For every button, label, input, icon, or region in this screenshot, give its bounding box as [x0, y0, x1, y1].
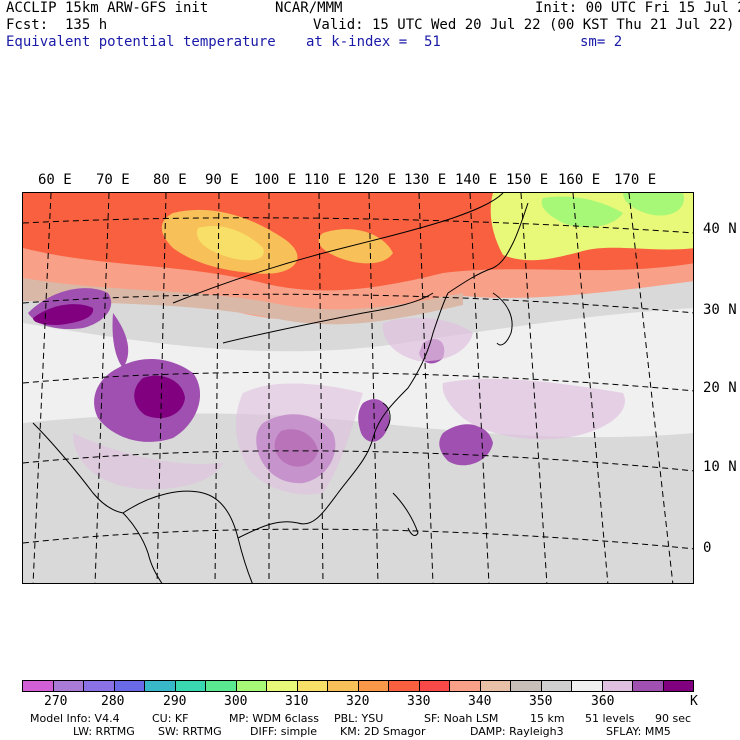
footer-diff: DIFF: simple	[250, 725, 318, 738]
colorbar-tick: 340	[468, 694, 492, 709]
lon-label: 70 E	[96, 172, 130, 188]
map-panel	[22, 192, 694, 584]
footer-lw: LW: RRTMG	[73, 725, 135, 738]
lat-label: 30 N	[703, 302, 737, 318]
lon-label: 60 E	[38, 172, 72, 188]
colorbar-swatch	[511, 681, 542, 691]
colorbar-swatch	[419, 681, 450, 691]
footer-pbl: PBL: YSU	[334, 712, 384, 725]
colorbar-swatch	[389, 681, 420, 691]
colorbar-tick: 310	[285, 694, 309, 709]
colorbar-unit: K	[690, 694, 698, 709]
colorbar-swatch	[541, 681, 572, 691]
lon-label: 120 E	[354, 172, 397, 188]
lon-label: 80 E	[153, 172, 187, 188]
colorbar-tick: 300	[224, 694, 248, 709]
colorbar-swatch	[602, 681, 633, 691]
colorbar-tick: 290	[163, 694, 187, 709]
colorbar-swatch	[53, 681, 84, 691]
colorbar-swatch	[572, 681, 603, 691]
colorbar-swatch	[633, 681, 664, 691]
footer-sf: SF: Noah LSM	[424, 712, 499, 725]
header-org: NCAR/MMM	[275, 0, 343, 16]
colorbar-swatch	[145, 681, 176, 691]
colorbar-swatch	[328, 681, 359, 691]
colorbar-swatch	[358, 681, 389, 691]
lat-label: 40 N	[703, 221, 737, 237]
lon-label: 160 E	[558, 172, 601, 188]
colorbar-tick: 360	[591, 694, 615, 709]
header-level: at k-index = 51	[306, 34, 441, 50]
footer-sw: SW: RRTMG	[158, 725, 222, 738]
header-field-name: Equivalent potential temperature	[6, 34, 276, 50]
lat-label: 10 N	[703, 459, 737, 475]
header-init-time: Init: 00 UTC Fri 15 Jul 22	[535, 0, 740, 16]
header-model-title: ACCLIP 15km ARW-GFS init	[6, 0, 209, 16]
colorbar-tick: 320	[346, 694, 370, 709]
colorbar-swatch	[267, 681, 298, 691]
colorbar-swatch	[206, 681, 237, 691]
lon-label: 100 E	[254, 172, 297, 188]
colorbar-swatch	[297, 681, 328, 691]
footer-sflay: SFLAY: MM5	[606, 725, 671, 738]
colorbar-tick: 280	[101, 694, 125, 709]
footer-model-info: Model Info: V4.4	[30, 712, 120, 725]
lon-label: 140 E	[455, 172, 498, 188]
colorbar-swatch	[84, 681, 115, 691]
lon-label: 150 E	[506, 172, 549, 188]
footer-km: KM: 2D Smagor	[340, 725, 426, 738]
colorbar-swatch	[175, 681, 206, 691]
header-valid-time: Valid: 15 UTC Wed 20 Jul 22 (00 KST Thu …	[313, 17, 735, 33]
footer-timestep: 90 sec	[655, 712, 692, 725]
footer-mp: MP: WDM 6class	[229, 712, 319, 725]
header-smoothing: sm= 2	[580, 34, 623, 50]
colorbar-swatch	[450, 681, 481, 691]
colorbar	[22, 680, 694, 692]
lon-label: 130 E	[404, 172, 447, 188]
colorbar-tick: 350	[529, 694, 553, 709]
footer-cu: CU: KF	[152, 712, 189, 725]
colorbar-swatch	[23, 681, 54, 691]
lat-label: 20 N	[703, 380, 737, 396]
colorbar-swatch	[236, 681, 267, 691]
colorbar-swatch	[114, 681, 145, 691]
footer-damp: DAMP: Rayleigh3	[470, 725, 564, 738]
colorbar-swatch	[480, 681, 511, 691]
lon-label: 90 E	[205, 172, 239, 188]
footer-resolution: 15 km	[530, 712, 565, 725]
lon-label: 110 E	[304, 172, 347, 188]
colorbar-tick: 330	[407, 694, 431, 709]
lat-label: 0	[703, 540, 712, 556]
colorbar-swatch	[663, 681, 693, 691]
lon-label: 170 E	[614, 172, 657, 188]
colorbar-tick: 270	[44, 694, 68, 709]
header-forecast-hour: Fcst: 135 h	[6, 17, 108, 33]
map-field-svg	[23, 193, 693, 583]
footer-levels: 51 levels	[585, 712, 635, 725]
